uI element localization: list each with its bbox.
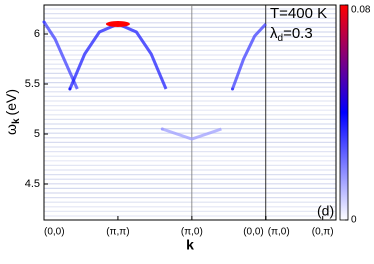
dispersion-curve <box>161 127 222 141</box>
coupling-value: =0.3 <box>283 25 313 42</box>
dispersion-curve <box>68 22 168 90</box>
y-label-subscript: k <box>11 118 22 124</box>
curve-intensity <box>68 87 72 91</box>
x-tick-label: (π,0) <box>181 227 203 238</box>
y-tick-label: 4.5 <box>25 178 40 190</box>
temperature-label: T=400 K <box>270 5 327 22</box>
x-tick-label: (0,0) <box>243 227 264 238</box>
x-tick-label: (π,π) <box>106 227 129 238</box>
coupling-subscript: d <box>278 33 284 44</box>
x-tick-label: (0,0) <box>44 227 65 238</box>
dispersion-curve <box>231 22 267 90</box>
y-label-unit: (eV) <box>3 89 19 115</box>
intensity-peak <box>105 21 130 27</box>
sideband-stripes <box>44 8 336 217</box>
coupling-symbol: λ <box>270 25 278 42</box>
x-tick-label: (0,π) <box>312 227 334 238</box>
x-axis-label: k <box>186 237 194 253</box>
panel-label: (d) <box>317 203 334 219</box>
colorbar-tick-label: 0.08 <box>351 5 371 16</box>
colorbar <box>339 4 349 221</box>
curve-intensity <box>42 20 46 24</box>
plot-frame <box>43 4 337 221</box>
y-label-symbol: ω <box>3 124 19 135</box>
colorbar-tick-label: 0 <box>351 215 357 226</box>
coupling-label: λd=0.3 <box>270 25 313 44</box>
y-tick-label: 6 <box>34 28 40 40</box>
x-tick-label: (π,0) <box>268 227 290 238</box>
dispersion-curve <box>42 21 79 90</box>
curve-intensity <box>231 87 235 91</box>
curve-intensity <box>160 127 164 131</box>
y-tick-label: 5.5 <box>25 78 40 90</box>
y-axis-label: ωk (eV) <box>3 89 22 135</box>
y-tick-label: 5 <box>34 128 40 140</box>
